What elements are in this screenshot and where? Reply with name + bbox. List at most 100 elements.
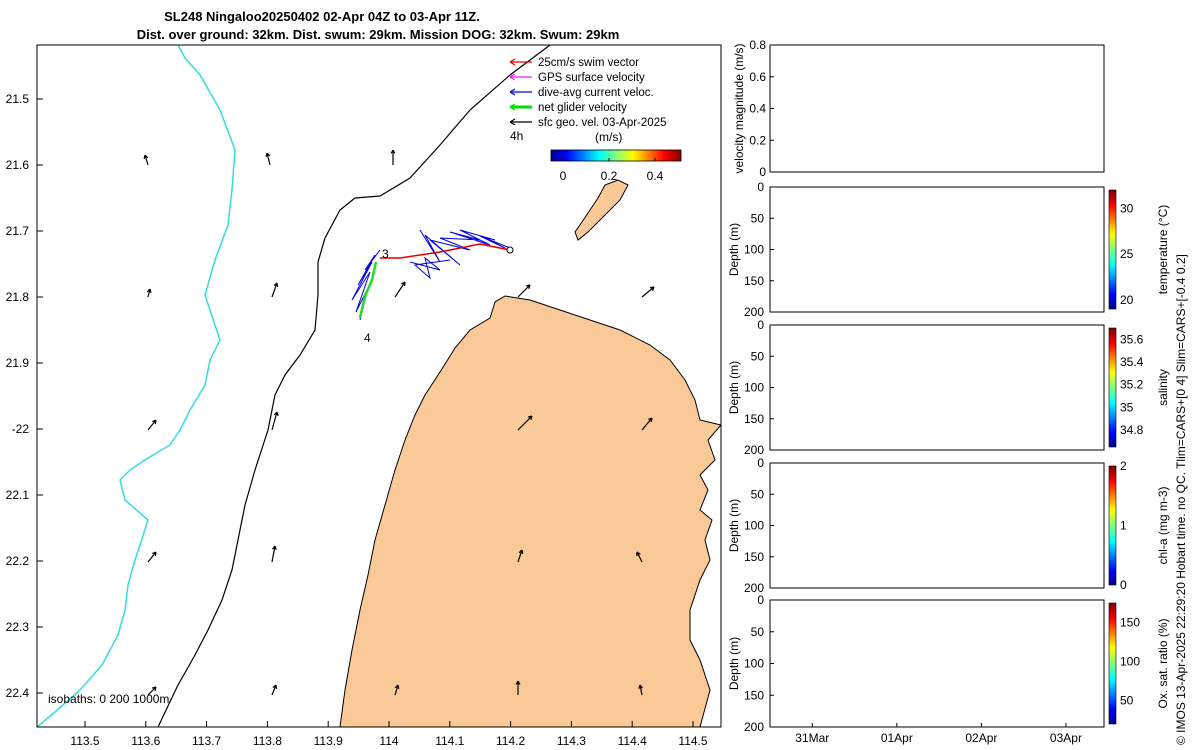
y-tick-label: 100	[744, 657, 764, 671]
panel-frame	[770, 463, 1104, 588]
panel-frame	[770, 45, 1104, 172]
glider-track	[352, 230, 513, 320]
map-lat-tick-label: 22.3	[6, 620, 30, 634]
isobaths-label: isobaths: 0 200 1000m	[48, 692, 169, 706]
y-tick-label: 150	[744, 688, 764, 702]
map-lon-tick-label: 114.5	[678, 734, 707, 748]
map-lat-tick-label: 21.5	[6, 92, 30, 106]
map-lon-tick-label: 113.9	[314, 734, 343, 748]
y-tick-label: 100	[744, 243, 764, 257]
isobath-1000	[37, 45, 235, 727]
land-mainland	[340, 296, 721, 727]
map-lat-tick-label: 21.7	[6, 224, 30, 238]
legend-entry: GPS surface velocity	[510, 72, 645, 84]
y-axis-label: Depth (m)	[727, 637, 741, 690]
colorbar-label: temperature (°C)	[1156, 205, 1170, 295]
map-lat-tick-label: 22.2	[6, 554, 30, 568]
time-tick-label: 31Mar	[795, 731, 829, 745]
time-tick-label: 03Apr	[1050, 731, 1082, 745]
velocity-arrow	[266, 153, 270, 165]
map-lon-tick-label: 114.3	[557, 734, 586, 748]
profile-colorbar	[1109, 190, 1116, 309]
colorbar-tick-label: 2	[1120, 459, 1127, 473]
map-lat-tick-label: 22.1	[6, 488, 30, 502]
velocity-arrow	[148, 420, 156, 430]
colorbar-label: Ox. sat. ratio (%)	[1156, 618, 1170, 708]
map-lat-tick-label: 21.8	[6, 290, 30, 304]
y-tick-label: 50	[751, 211, 765, 225]
y-axis-label: velocity magnitude (m/s)	[732, 43, 746, 173]
map-lon-tick-label: 113.5	[70, 734, 99, 748]
map-colorbar	[551, 150, 681, 161]
colorbar-tick-label: 35.6	[1120, 332, 1144, 346]
colorbar-tick-label: 25	[1120, 247, 1134, 261]
map-lon-tick-label: 114.4	[618, 734, 647, 748]
velocity-arrow	[642, 287, 654, 297]
map-lon-tick-label: 114.1	[435, 734, 464, 748]
colorbar-label: chl-a (mg m-3)	[1156, 486, 1170, 564]
map-lon-tick-label: 114.2	[496, 734, 525, 748]
legend-label: sfc geo. vel. 03-Apr-2025	[538, 117, 667, 129]
map-lon-tick-label: 113.7	[192, 734, 221, 748]
colorbar-tick-label: 100	[1120, 655, 1140, 669]
map-colorbar-tick-label: 0	[560, 169, 567, 183]
colorbar-tick-label: 34.8	[1120, 423, 1144, 437]
colorbar-tick-label: 35	[1120, 400, 1134, 414]
y-tick-label: 50	[751, 349, 765, 363]
velocity-arrow	[272, 685, 276, 695]
map-lat-tick-label: 21.9	[6, 356, 30, 370]
profile-colorbar	[1109, 466, 1116, 585]
legend-label: 25cm/s swim vector	[538, 57, 639, 69]
map-lon-tick-label: 113.6	[131, 734, 160, 748]
map-lon-tick-label: 113.8	[253, 734, 282, 748]
y-tick-label: 0.2	[749, 133, 766, 147]
legend-label: dive-avg current veloc.	[538, 87, 654, 99]
velocity-arrow	[144, 155, 148, 165]
y-axis-label: Depth (m)	[727, 223, 741, 276]
legend-entry: sfc geo. vel. 03-Apr-2025	[510, 117, 667, 129]
track-label-4: 4	[364, 331, 371, 345]
legend-entry: 25cm/s swim vector	[510, 57, 639, 69]
y-tick-label: 100	[744, 519, 764, 533]
y-tick-label: 150	[744, 274, 764, 288]
legend-label: GPS surface velocity	[538, 72, 645, 84]
velocity-arrow	[148, 552, 156, 562]
panel-frame	[770, 187, 1104, 312]
map-lat-tick-label: 22.4	[6, 686, 30, 700]
velocity-arrow	[147, 289, 151, 297]
map-colorbar-tick-label: 0.4	[647, 169, 664, 183]
velocity-arrow	[518, 285, 530, 297]
legend-label: net glider velocity	[538, 102, 627, 114]
y-tick-label: 150	[744, 550, 764, 564]
colorbar-tick-label: 35.2	[1120, 378, 1144, 392]
y-tick-label: 200	[744, 305, 764, 319]
map-lat-tick-label: 21.6	[6, 158, 30, 172]
colorbar-marker-label: 4h	[510, 129, 523, 143]
colorbar-tick-label: 1	[1120, 519, 1127, 533]
legend-entry: dive-avg current veloc.	[510, 87, 654, 99]
colorbar-tick-label: 35.4	[1120, 355, 1144, 369]
colorbar-tick-label: 30	[1120, 201, 1134, 215]
y-tick-label: 200	[744, 443, 764, 457]
colorbar-tick-label: 0	[1120, 578, 1127, 592]
map-legend: 25cm/s swim vector GPS surface velocity di…	[510, 57, 667, 129]
y-tick-label: 0.8	[749, 38, 766, 52]
y-tick-label: 0	[757, 593, 764, 607]
title-line1: SL248 Ningaloo20250402 02-Apr 04Z to 03-…	[164, 9, 480, 24]
y-tick-label: 50	[751, 487, 765, 501]
colorbar-tick-label: 150	[1120, 616, 1140, 630]
colorbar-title: (m/s)	[595, 130, 622, 144]
y-axis-label: Depth (m)	[727, 499, 741, 552]
y-tick-label: 0	[757, 180, 764, 194]
velocity-arrow	[391, 150, 395, 165]
y-tick-label: 0	[759, 165, 766, 179]
profile-colorbar	[1109, 328, 1116, 447]
map-colorbar-ticks: 0 0.2 0.4	[560, 158, 664, 183]
velocity-arrow	[272, 283, 278, 297]
panel-frame	[770, 600, 1104, 727]
map-lat-tick-label: -22	[12, 422, 30, 436]
y-tick-label: 100	[744, 381, 764, 395]
profile-colorbar	[1109, 603, 1116, 724]
